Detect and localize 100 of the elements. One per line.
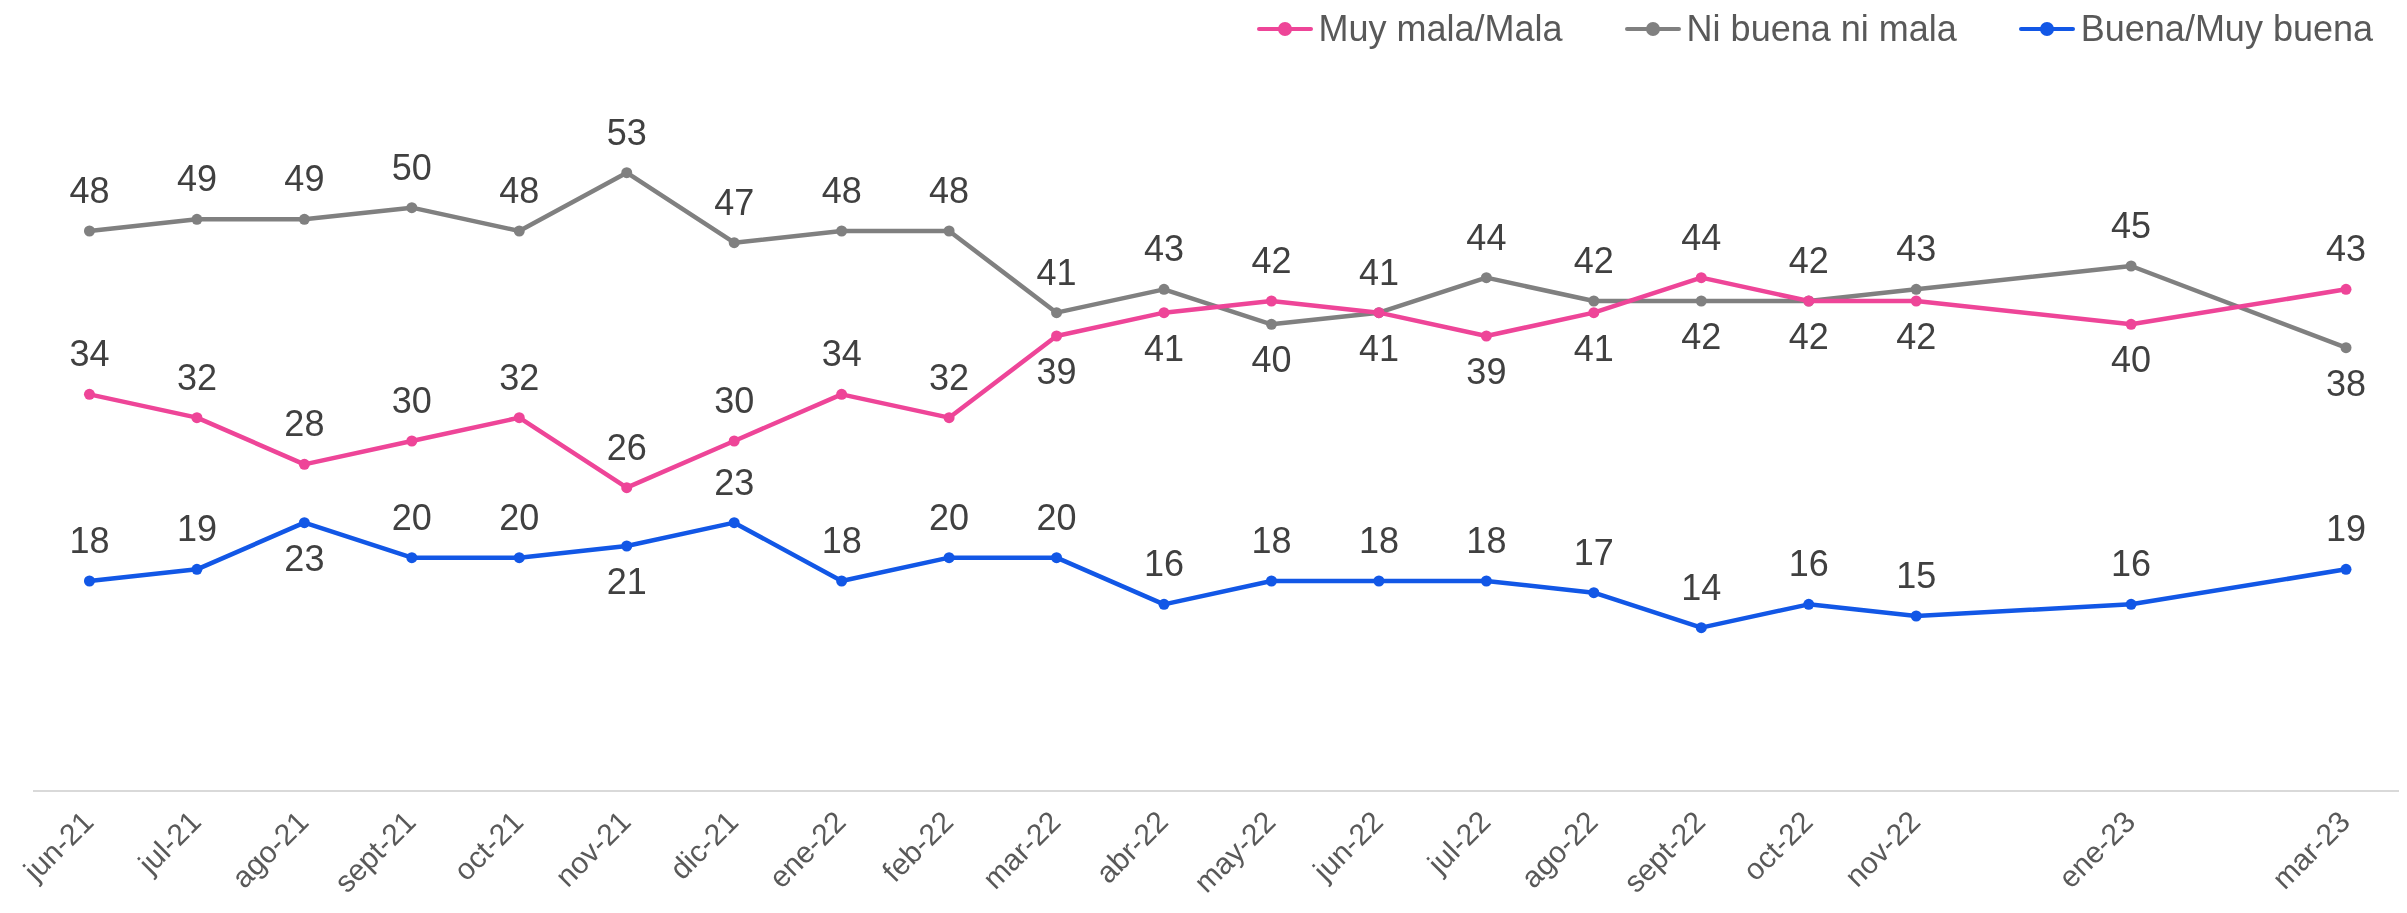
data-label: 21 — [606, 560, 647, 602]
point — [1480, 272, 1492, 284]
data-label: 47 — [714, 181, 755, 223]
data-label: 53 — [606, 111, 647, 153]
data-label: 41 — [1036, 251, 1077, 293]
data-label: 43 — [1896, 228, 1937, 270]
data-label: 18 — [69, 519, 110, 561]
point — [1265, 575, 1277, 587]
data-label: 50 — [391, 146, 432, 188]
point — [836, 388, 848, 400]
data-label: 38 — [2325, 362, 2367, 404]
data-label: 30 — [391, 379, 432, 421]
data-label: 49 — [176, 158, 217, 200]
data-label: 34 — [69, 333, 110, 375]
point — [1695, 272, 1707, 284]
data-label: 16 — [1788, 543, 1829, 585]
data-label: 32 — [176, 356, 217, 398]
point — [1910, 283, 1922, 295]
point — [1265, 318, 1277, 330]
data-label: 48 — [929, 169, 970, 211]
point — [406, 552, 418, 564]
point — [1158, 307, 1170, 319]
data-label: 18 — [1358, 519, 1399, 561]
data-label: 28 — [284, 403, 325, 445]
point — [621, 482, 633, 494]
data-label: 18 — [1251, 519, 1292, 561]
data-label: 23 — [714, 461, 755, 503]
point — [1158, 283, 1170, 295]
data-label: 17 — [1573, 531, 1614, 573]
data-label: 41 — [1358, 251, 1399, 293]
data-label: 20 — [1036, 496, 1077, 538]
point — [1695, 622, 1707, 634]
data-label: 45 — [2111, 204, 2152, 246]
data-label: 41 — [1358, 327, 1399, 369]
data-label: 20 — [929, 496, 970, 538]
point — [191, 412, 203, 424]
data-label: 26 — [606, 426, 647, 468]
data-label: 40 — [2111, 339, 2152, 381]
legend-label: Ni buena ni mala — [1686, 8, 1957, 50]
data-label: 32 — [929, 356, 970, 398]
point — [728, 435, 740, 447]
data-label: 43 — [1143, 228, 1185, 270]
point — [1051, 552, 1063, 564]
data-label: 48 — [69, 169, 110, 211]
point — [1051, 307, 1063, 319]
data-label: 19 — [176, 508, 217, 550]
data-label: 42 — [1251, 239, 1292, 281]
point — [83, 575, 95, 587]
point — [728, 517, 740, 529]
point — [406, 202, 418, 214]
point — [1480, 330, 1492, 342]
data-label: 41 — [1143, 327, 1185, 369]
point — [1910, 610, 1922, 622]
data-label: 43 — [2325, 228, 2367, 270]
point — [1588, 295, 1600, 307]
point — [1695, 295, 1707, 307]
point — [1480, 575, 1492, 587]
data-label: 44 — [1466, 216, 1507, 258]
data-label: 39 — [1466, 350, 1507, 392]
data-label: 42 — [1788, 239, 1829, 281]
point — [943, 412, 955, 424]
data-label: 39 — [1036, 350, 1077, 392]
point — [513, 225, 525, 237]
data-label: 49 — [284, 158, 325, 200]
point — [1588, 587, 1600, 599]
point — [1265, 295, 1277, 307]
data-label: 42 — [1896, 315, 1937, 357]
legend-label: Buena/Muy buena — [2080, 8, 2373, 50]
data-label: 41 — [1573, 327, 1614, 369]
point — [191, 213, 203, 225]
point — [836, 575, 848, 587]
point — [621, 167, 633, 179]
data-label: 19 — [2325, 508, 2367, 550]
point — [943, 225, 955, 237]
data-label: 34 — [821, 333, 862, 375]
data-label: 30 — [714, 379, 755, 421]
point — [83, 388, 95, 400]
point — [1803, 598, 1815, 610]
data-label: 42 — [1788, 315, 1829, 357]
data-label: 20 — [499, 496, 540, 538]
point — [1051, 330, 1063, 342]
point — [728, 237, 740, 249]
data-label: 48 — [821, 169, 862, 211]
data-label: 14 — [1681, 566, 1722, 608]
data-label: 40 — [1251, 339, 1292, 381]
data-label: 20 — [391, 496, 432, 538]
point — [1158, 598, 1170, 610]
point — [298, 213, 310, 225]
data-label: 15 — [1896, 554, 1937, 596]
point — [513, 552, 525, 564]
point — [943, 552, 955, 564]
point — [1373, 575, 1385, 587]
data-label: 32 — [499, 356, 540, 398]
data-label: 18 — [1466, 519, 1507, 561]
point — [406, 435, 418, 447]
point — [83, 225, 95, 237]
point — [298, 458, 310, 470]
data-label: 44 — [1681, 216, 1722, 258]
point — [836, 225, 848, 237]
point — [513, 412, 525, 424]
